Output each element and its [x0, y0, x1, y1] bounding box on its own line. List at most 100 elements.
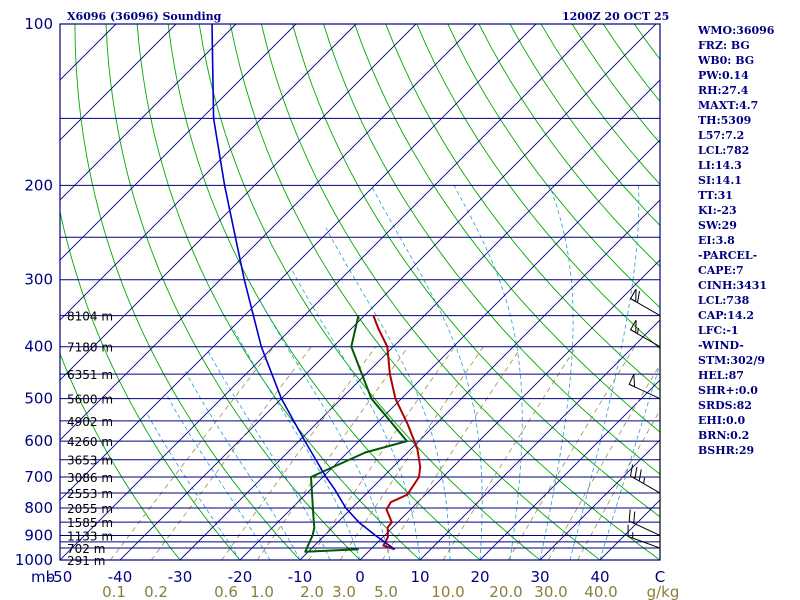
wind-barb-shaft [630, 475, 661, 494]
height-label: 1133 m [67, 529, 113, 543]
temperature-tick-label: -10 [288, 568, 313, 586]
wind-barb-feather [628, 509, 631, 522]
height-label: 291 m [67, 554, 105, 568]
plot-frame [59, 23, 661, 561]
height-label: 2055 m [67, 502, 113, 516]
mixing-ratio-line [442, 346, 577, 560]
parameter-item: -PARCEL- [698, 249, 758, 262]
parameter-item: SW:29 [698, 219, 737, 232]
wind-barb-half-feather [643, 477, 646, 484]
parameter-item: RH:27.4 [698, 84, 749, 97]
pressure-tick-label: 300 [24, 271, 53, 289]
temperature-tick-label: 20 [470, 568, 489, 586]
height-label: 4902 m [67, 415, 113, 429]
isotherm [60, 24, 357, 321]
chart-frame [59, 23, 661, 561]
mixing-ratio-label: 0.2 [144, 583, 168, 600]
pressure-tick-label: 100 [24, 15, 53, 33]
pressure-unit-label: mb [31, 568, 55, 586]
mixing-ratio-label: 0.1 [102, 583, 126, 600]
wind-barb-feather [634, 466, 638, 479]
pressure-tick-label: 600 [24, 432, 53, 450]
height-label: 2553 m [67, 487, 113, 501]
isotherm [60, 24, 237, 201]
isotherm [60, 24, 597, 560]
temperature-tick-label: -30 [168, 568, 193, 586]
chart-valid-time: 1200Z 20 OCT 25 [562, 10, 669, 23]
height-label: 1585 m [67, 516, 113, 530]
parameter-item: L57:7.2 [698, 129, 745, 142]
moist-adiabat [231, 325, 361, 560]
wind-barb-shaft [627, 535, 661, 549]
temperature-tick-label: 0 [355, 568, 365, 586]
parameter-item: LI:14.3 [698, 159, 742, 172]
parameter-item: TH:5309 [698, 114, 752, 127]
moist-adiabat [258, 298, 391, 560]
dry-adiabat [229, 24, 601, 560]
dry-adiabat [167, 24, 481, 560]
dry-adiabat [105, 24, 361, 560]
height-label: 4260 m [67, 435, 113, 449]
wind-barb [628, 509, 661, 536]
wind-barbs [627, 288, 661, 549]
pressure-tick-label: 200 [24, 176, 53, 194]
isotherm [60, 24, 417, 381]
parameter-item: WB0: BG [698, 54, 755, 67]
parameter-item: CAP:14.2 [698, 309, 755, 322]
parameter-item: WMO:36096 [698, 24, 775, 37]
temperature-tick-label: 30 [530, 568, 549, 586]
moist-adiabat [184, 371, 301, 560]
dry-adiabat [198, 24, 541, 560]
height-label: 3653 m [67, 454, 113, 468]
height-label: 3086 m [67, 471, 113, 485]
mixing-ratio-line [110, 346, 275, 560]
moist-adiabat [165, 393, 271, 560]
moist-adiabat [453, 185, 523, 560]
isotherm [60, 24, 297, 261]
temperature-trace [372, 315, 422, 551]
parameter-item: STM:302/9 [698, 354, 765, 367]
isotherm [179, 79, 660, 560]
pressure-tick-label: 800 [24, 499, 53, 517]
moist-adiabat [145, 412, 241, 560]
wind-barb-pennant [628, 374, 636, 388]
sounding-parameters: WMO:36096 FRZ: BG WB0: BG PW:0.14 RH:27.4 MAX… [698, 23, 774, 458]
pressure-tick-label: 500 [24, 390, 53, 408]
chart-traces [211, 24, 422, 553]
parameter-item: KI:-23 [698, 204, 737, 217]
wind-barb-pennant [629, 288, 637, 303]
pressure-tick-label: 1000 [15, 551, 53, 569]
mixing-ratio-label: g/kg [647, 583, 680, 600]
parameter-item: LCL:738 [698, 294, 750, 307]
dewpoint-trace [304, 315, 408, 553]
parameter-item: SHR+:0.0 [698, 384, 758, 397]
chart-title: X6096 (36096) Sounding [67, 10, 222, 23]
height-label: 8104 m [67, 310, 113, 324]
isotherm [239, 139, 660, 560]
parameter-item: EI:3.8 [698, 234, 735, 247]
pressure-tick-label: 900 [24, 526, 53, 544]
moist-adiabat [569, 185, 640, 560]
wind-barb [628, 374, 661, 400]
parcel-trace [211, 24, 396, 550]
mixing-ratio-label: 2.0 [300, 583, 324, 600]
wind-barb-feather [630, 464, 634, 477]
height-label: 6351 m [67, 368, 113, 382]
moist-adiabat [290, 267, 421, 560]
parameter-item: SI:14.1 [698, 174, 742, 187]
mixing-ratio-label: 20.0 [489, 583, 522, 600]
wind-barb [630, 464, 661, 494]
mixing-ratio-label: 40.0 [584, 583, 617, 600]
parameter-item: SRDS:82 [698, 399, 752, 412]
temperature-tick-label: -50 [48, 568, 73, 586]
wind-barb-feather [636, 291, 641, 303]
wind-barb [629, 288, 661, 317]
height-label: 702 m [67, 542, 105, 556]
dry-adiabat [136, 24, 421, 560]
mixing-ratio-line [221, 346, 377, 560]
mixing-ratio-label: 3.0 [332, 583, 356, 600]
isotherm [299, 199, 660, 560]
dry-adiabat [292, 24, 660, 518]
